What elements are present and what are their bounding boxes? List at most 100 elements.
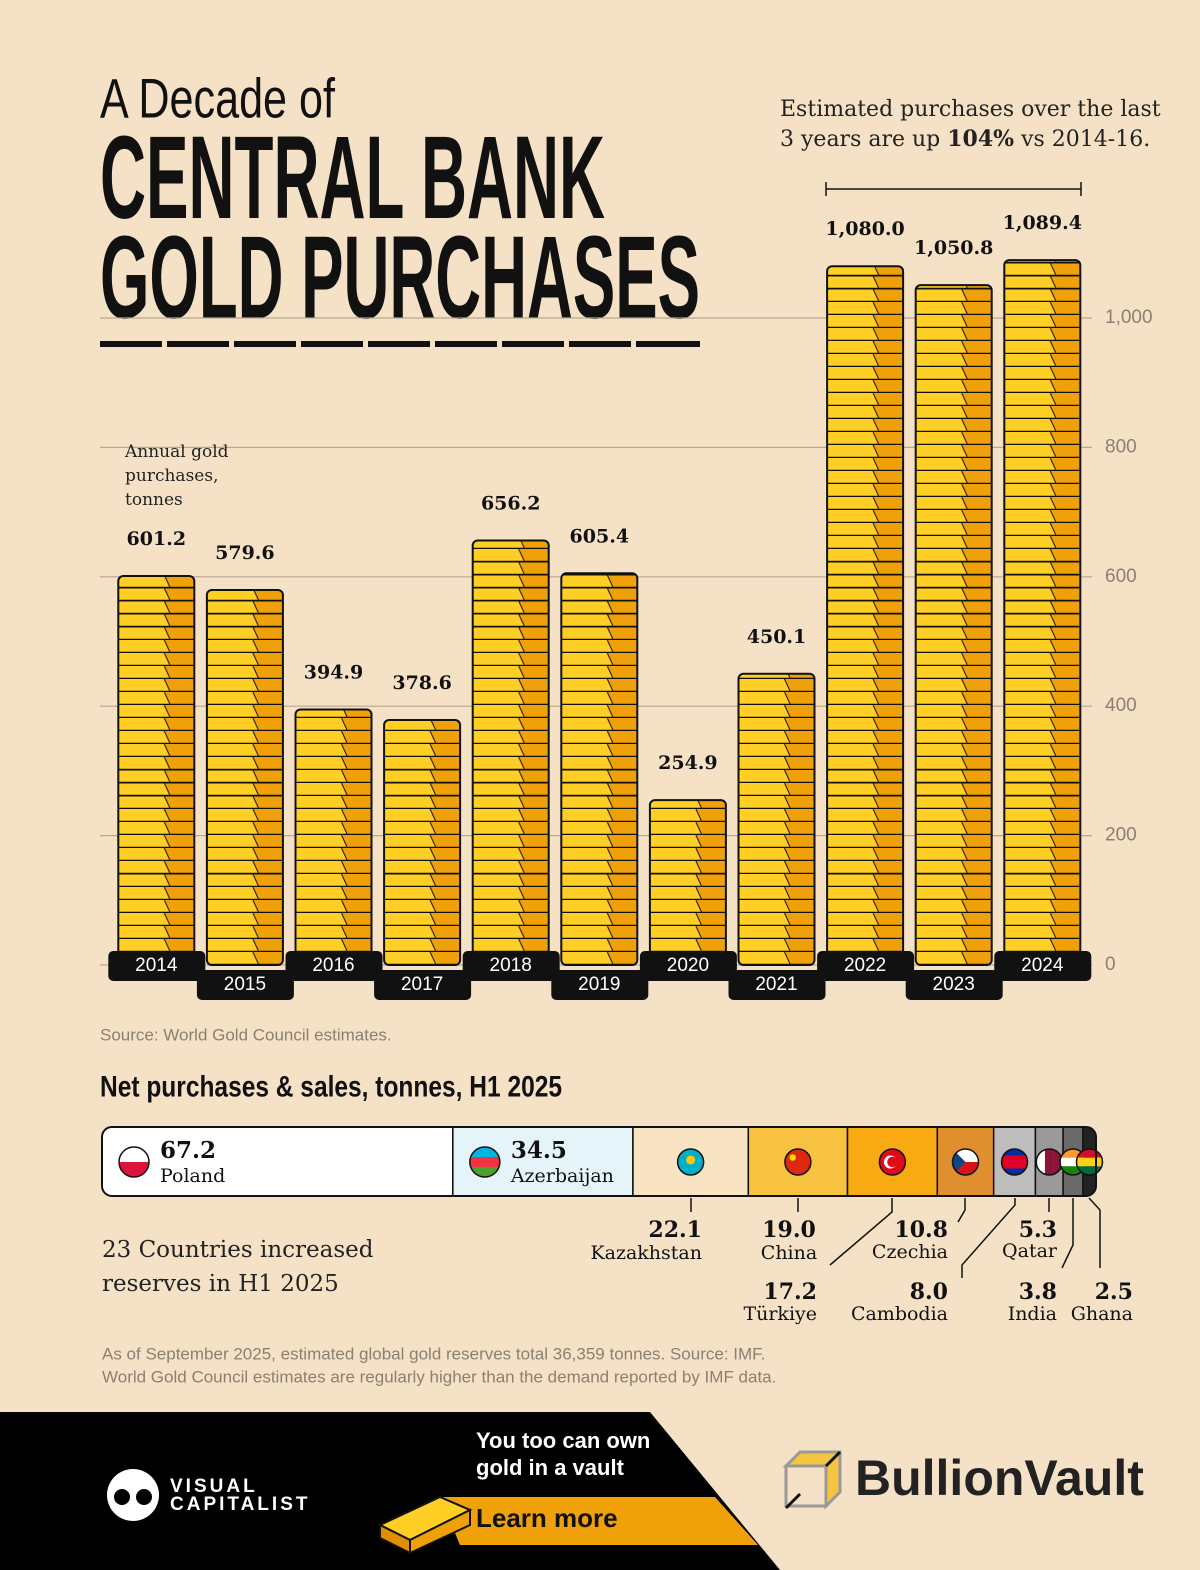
value-label: 19.0 [762, 1217, 816, 1243]
x-tick-label: 2021 [755, 974, 797, 995]
footnote: As of September 2025, estimated global g… [102, 1344, 765, 1363]
category-label: Czechia [872, 1241, 948, 1263]
chart-title: Net purchases & sales, tonnes, H1 2025 [100, 1071, 562, 1104]
flag [469, 1147, 500, 1177]
bar [205, 588, 284, 966]
bar [1003, 259, 1082, 966]
year-badge [728, 970, 826, 1000]
y-axis-label: Annual gold purchases, tonnes [125, 442, 229, 510]
bullionvault-logo [782, 1450, 842, 1510]
year-badge [905, 970, 1003, 1000]
year-badge [196, 970, 294, 1000]
button-label[interactable]: Learn more [476, 1503, 618, 1533]
year-badge [551, 970, 649, 1000]
value-label: 2.5 [1095, 1279, 1133, 1305]
flag [1076, 1149, 1103, 1175]
bar [560, 572, 639, 966]
gold-bar-icon [377, 1495, 473, 1555]
x-tick-label: 2016 [312, 955, 354, 976]
category-label: Ghana [1071, 1303, 1133, 1325]
brand: CAPITALIST [170, 1494, 310, 1515]
y-tick-label: 200 [1105, 825, 1137, 846]
flag [1001, 1149, 1028, 1175]
value-label: 450.1 [747, 626, 807, 648]
flag-outline [784, 1148, 812, 1176]
year-badge [285, 951, 383, 981]
category-label: Qatar [1002, 1240, 1058, 1262]
value-label: 34.5 [511, 1137, 567, 1164]
leader-line [1061, 1198, 1074, 1269]
category-label: Cambodia [851, 1303, 948, 1325]
brand: VISUAL [170, 1476, 258, 1497]
value-label: 10.8 [894, 1217, 948, 1243]
flag [952, 1149, 979, 1175]
cta-button[interactable] [440, 1497, 758, 1545]
cta: You too can own [476, 1428, 650, 1453]
flag-outline [951, 1148, 980, 1176]
leader-line [961, 1198, 1016, 1278]
bar [826, 265, 905, 966]
kicker: A Decade of [100, 67, 335, 130]
y-tick-label: 600 [1105, 566, 1137, 587]
category-label: Türkiye [743, 1303, 817, 1325]
category-label: Kazakhstan [590, 1242, 702, 1264]
plot: 0 200 400 600 800 1,000 601.2 2014 579.6 2015 394.… [100, 212, 1153, 1000]
bar [294, 708, 373, 966]
category-label: India [1008, 1303, 1057, 1325]
x-tick-label: 2019 [578, 974, 620, 995]
leader-line [1088, 1197, 1101, 1268]
bar [737, 672, 816, 966]
y-tick-label: 0 [1105, 954, 1116, 975]
bar [914, 284, 993, 966]
value-label: 1,050.8 [914, 237, 993, 259]
year-badge [994, 951, 1092, 981]
sponsor: BullionVault [855, 1450, 1144, 1506]
y-tick-label: 800 [1105, 436, 1137, 457]
annotation: 3 years are up 104% vs 2014-16. [780, 126, 1150, 152]
annotation: Estimated purchases over the last [780, 97, 1161, 122]
bar-outline [101, 1126, 1097, 1197]
value-label: 378.6 [392, 672, 452, 694]
x-tick-label: 2018 [490, 955, 532, 976]
title: CENTRAL BANK [100, 112, 605, 244]
annotation-highlight: 104% [947, 126, 1014, 152]
segment [936, 1127, 995, 1196]
value-label: 17.2 [763, 1279, 817, 1305]
value-label: 605.4 [570, 525, 630, 547]
y-tick-label: 400 [1105, 695, 1137, 716]
segment [102, 1127, 454, 1196]
year-badge [639, 951, 737, 981]
x-tick-label: 2014 [135, 955, 178, 976]
value-label: 579.6 [215, 542, 275, 564]
x-tick-label: 2024 [1021, 955, 1064, 976]
category-label: Poland [160, 1165, 225, 1187]
footnote: World Gold Council estimates are regular… [102, 1367, 776, 1386]
value-label: 67.2 [160, 1137, 216, 1164]
value-label: 1,080.0 [825, 218, 904, 240]
flag [119, 1147, 149, 1177]
category-label: China [761, 1242, 817, 1264]
source: Source: World Gold Council estimates. [100, 1025, 392, 1044]
value-label: 601.2 [127, 528, 187, 550]
value-label: 394.9 [304, 661, 364, 683]
annotation-part: vs 2014-16. [1014, 127, 1150, 152]
x-tick-label: 2023 [933, 974, 975, 995]
flag-outline [469, 1146, 501, 1178]
year-badge [374, 970, 472, 1000]
flag-outline [676, 1148, 705, 1176]
x-tick-label: 2020 [667, 955, 709, 976]
value-label: 22.1 [648, 1217, 702, 1243]
x-tick-label: 2015 [224, 974, 266, 995]
x-tick-label: 2017 [401, 974, 443, 995]
bar [117, 575, 196, 967]
title-rule [100, 341, 700, 347]
flag-outline [1000, 1148, 1029, 1176]
value-label: 1,089.4 [1003, 212, 1082, 234]
leader-line [957, 1198, 966, 1223]
value-label: 3.8 [1019, 1279, 1057, 1305]
bar [471, 539, 550, 966]
year-badge [108, 951, 206, 981]
